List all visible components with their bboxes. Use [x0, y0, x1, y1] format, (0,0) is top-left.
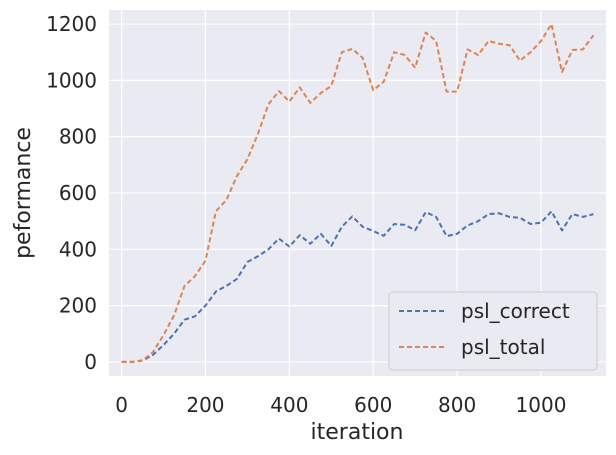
series-line-psl-total	[121, 23, 595, 363]
y-tick-label: 200	[59, 294, 97, 318]
y-tick-labels: 0 200 400 600 800 1000 1200	[46, 12, 97, 374]
legend: psl_correct psl_total	[388, 291, 598, 371]
y-tick-label: 1200	[46, 12, 97, 36]
y-tick-label: 400	[59, 237, 97, 261]
x-tick-label: 600	[354, 393, 392, 417]
y-axis-label: peformance	[11, 127, 36, 259]
x-tick-label: 1000	[516, 393, 567, 417]
x-axis-label: iteration	[311, 420, 404, 445]
legend-label-psl-correct: psl_correct	[461, 299, 570, 323]
x-tick-label: 0	[115, 393, 128, 417]
y-tick-label: 800	[59, 125, 97, 149]
y-tick-label: 600	[59, 181, 97, 205]
x-tick-label: 800	[438, 393, 476, 417]
x-tick-label: 400	[270, 393, 308, 417]
x-tick-label: 200	[186, 393, 224, 417]
series-lines	[121, 23, 595, 363]
series-line-psl-correct	[121, 210, 594, 363]
y-tick-label: 1000	[46, 68, 97, 92]
legend-label-psl-total: psl_total	[461, 335, 545, 359]
y-tick-label: 0	[84, 350, 97, 374]
grid-lines	[109, 10, 606, 376]
x-tick-labels: 0 200 400 600 800 1000	[115, 393, 566, 417]
